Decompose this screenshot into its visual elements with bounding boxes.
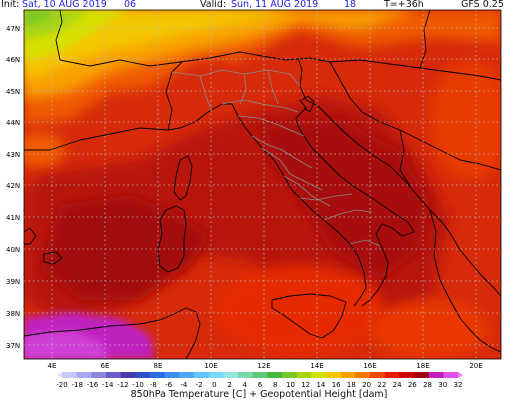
colorbar-swatch [296,372,312,378]
colorbar-label: -14 [102,381,114,389]
colorbar-swatch [135,372,151,378]
lat-label-44: 44N [6,119,20,127]
init-label: Init: [1,0,20,10]
lead-time: T=+36h [384,0,424,10]
colorbar-swatch [238,372,254,378]
colorbar-swatch [62,372,78,378]
colorbar-swatch [267,372,283,378]
lon-label-16e: 16E [363,362,376,370]
colorbar-swatch [223,372,239,378]
colorbar-label: 18 [347,381,356,389]
init-hour: 06 [124,0,137,10]
colorbar-swatch [428,372,444,378]
colorbar-swatch [384,372,400,378]
colorbar-label: 14 [316,381,325,389]
colorbar-swatch [120,372,136,378]
colorbar-label: 28 [423,381,432,389]
lat-label-38: 38N [6,310,20,318]
colorbar-label: -4 [180,381,188,389]
colorbar-swatch [106,372,122,378]
valid-label: Valid: [200,0,227,10]
lat-label-47: 47N [6,25,20,33]
valid-hour: 18 [344,0,357,10]
lon-label-4e: 4E [48,362,57,370]
colorbar-label: -12 [117,381,128,389]
colorbar-swatch [164,372,180,378]
colorbar-swatch [326,372,342,378]
lat-label-40: 40N [6,246,20,254]
colorbar-right-arrow [458,372,463,378]
regional-boundaries [171,69,381,247]
colorbar-label: -18 [72,381,83,389]
map-header: Init: Sat, 10 AUG 2019 06 Valid: Sun, 11… [0,0,518,10]
colorbar-label: 30 [438,381,447,389]
colorbar-swatch [443,372,459,378]
colorbar-swatch [179,372,195,378]
lon-label-10e: 10E [204,362,217,370]
lon-label-12e: 12E [257,362,270,370]
colorbar-left-arrow [57,372,62,378]
map-frame [23,9,502,360]
lat-label-41: 41N [6,214,20,222]
valid-date: Sun, 11 AUG 2019 [231,0,319,10]
colorbar-label: 10 [286,381,295,389]
colorbar-label: 12 [301,381,310,389]
lon-label-8e: 8E [154,362,163,370]
colorbar-label: 24 [393,381,402,389]
colorbar-label: 0 [212,381,216,389]
colorbar-label: 22 [377,381,386,389]
longitude-labels: 4E 6E 8E 10E 12E 14E 16E 18E 20E [48,362,483,370]
colorbar-swatch [355,372,371,378]
colorbar-swatch [370,372,386,378]
colorbar-swatch [414,372,430,378]
lon-label-14e: 14E [310,362,323,370]
lon-label-6e: 6E [101,362,110,370]
lon-label-18e: 18E [416,362,429,370]
colorbar-label: 4 [243,381,248,389]
colorbar-label: -10 [132,381,143,389]
colorbar-label: 20 [362,381,371,389]
latitude-labels: 47N 46N 45N 44N 43N 42N 41N 40N 39N 38N … [6,25,20,350]
colorbar-label: 32 [454,381,463,389]
lon-label-20e: 20E [469,362,482,370]
colorbar-label: 16 [332,381,341,389]
lat-label-42: 42N [6,182,20,190]
colorbar-swatch [194,372,210,378]
colorbar-label: -16 [87,381,99,389]
colorbar-swatch [282,372,298,378]
map-title: 850hPa Temperature [C] + Geopotential He… [130,389,388,400]
colorbar-swatch [150,372,166,378]
lat-label-46: 46N [6,56,20,64]
colorbar-label: 26 [408,381,417,389]
colorbar-label: -8 [150,381,157,389]
colorbar-label: -2 [196,381,203,389]
lat-label-43: 43N [6,151,20,159]
model-name: GFS 0.25 [461,0,504,10]
colorbar-swatch [208,372,224,378]
colorbar: -20 -18 -16 -14 -12 -10 -8 -6 -4 -2 0 2 4 6 8 10 12 14 16 1… [56,372,463,389]
colorbar-swatch [340,372,356,378]
lat-label-45: 45N [6,88,20,96]
colorbar-swatch [76,372,92,378]
colorbar-label: 2 [227,381,231,389]
colorbar-label: -6 [165,381,173,389]
init-date: Sat, 10 AUG 2019 [22,0,107,10]
colorbar-swatch [399,372,415,378]
lat-label-39: 39N [6,278,20,286]
coastlines [24,10,501,359]
colorbar-label: -20 [56,381,67,389]
colorbar-swatch [311,372,327,378]
lat-label-37: 37N [6,342,20,350]
colorbar-label: 6 [258,381,263,389]
colorbar-swatch [252,372,268,378]
colorbar-label: 8 [273,381,277,389]
graticule [24,10,501,359]
colorbar-swatch [91,372,107,378]
